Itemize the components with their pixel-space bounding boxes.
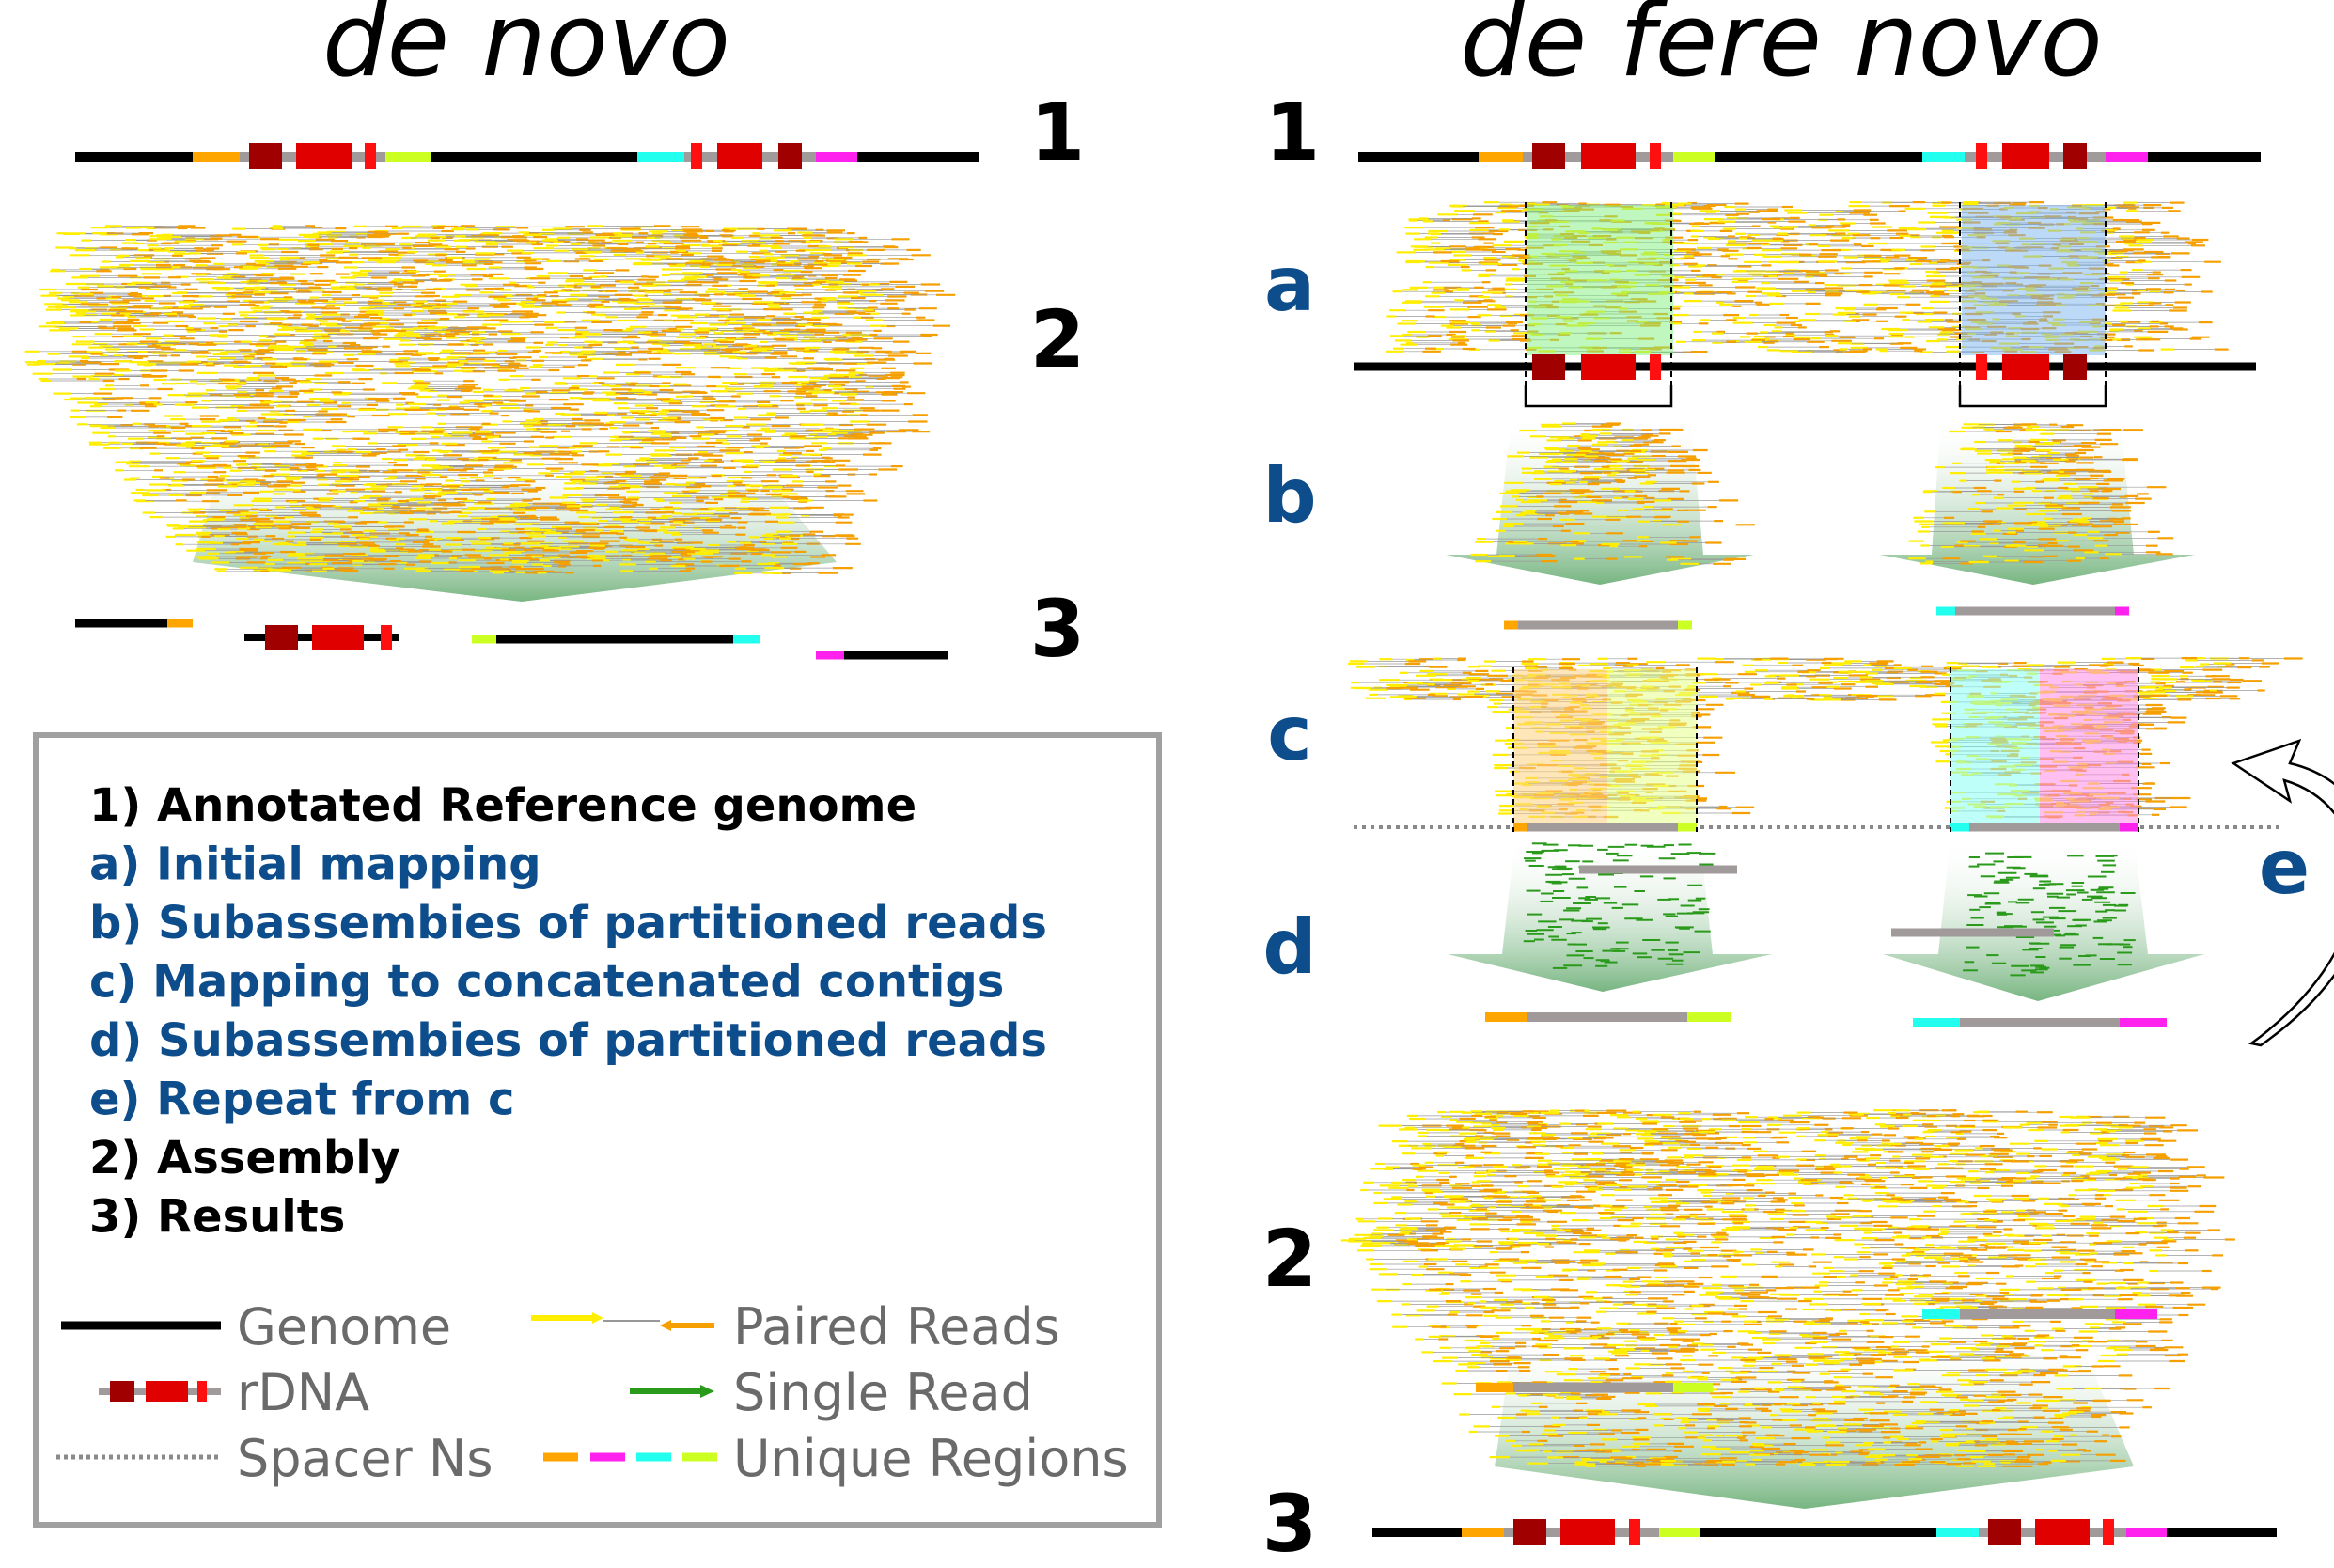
legend-item: b) Subassembies of partitioned reads: [89, 897, 1047, 949]
legend-item: a) Initial mapping: [89, 839, 541, 891]
region-orange: [1513, 669, 1607, 829]
legend-item: d) Subassembies of partitioned reads: [89, 1014, 1047, 1067]
legend-item: e) Repeat from c: [89, 1074, 514, 1126]
legend-step-list: 1) Annotated Reference genome a) Initial …: [89, 779, 1047, 1244]
left-reference-genome: [75, 143, 979, 169]
legend-keys: Genome rDNA Spacer Ns Paired Reads Singl…: [56, 1297, 1129, 1488]
left-result-contigs: [75, 619, 948, 660]
legend-box: [33, 732, 1162, 1528]
subassembly-contigs-b: [1504, 606, 2129, 630]
left-step-3: 3: [1030, 583, 1085, 675]
single-read-key-swatch: [630, 1385, 714, 1398]
legend-item: 1) Annotated Reference genome: [89, 779, 916, 832]
right-step-a: a: [1264, 241, 1315, 328]
assembly-contigs: [1476, 1309, 2157, 1392]
paired-reads-key-label: Paired Reads: [733, 1297, 1060, 1356]
left-step-1: 1: [1030, 86, 1085, 179]
unique-regions-key-label: Unique Regions: [733, 1429, 1129, 1488]
single-reads-d: [1523, 842, 2136, 977]
right-step-d: d: [1262, 903, 1316, 991]
mapping-reference: [1354, 202, 2256, 408]
right-step-2: 2: [1262, 1213, 1317, 1305]
rdna-key-label: rDNA: [237, 1363, 369, 1422]
rdna-key-swatch: [99, 1381, 221, 1402]
right-step-b: b: [1262, 452, 1316, 540]
genome-key-label: Genome: [237, 1297, 451, 1356]
title-de-fere-novo: de fere novo: [1460, 0, 2103, 100]
legend-item: 2) Assembly: [89, 1132, 400, 1184]
right-reference-genome: [1358, 143, 2261, 169]
repeat-arrow-icon: [2231, 738, 2334, 1047]
left-step-2: 2: [1030, 293, 1085, 385]
concatenated-mapping-reads: [1348, 656, 2303, 819]
region-lime: [1607, 669, 1697, 829]
left-paired-reads: [24, 225, 956, 574]
title-de-novo: de novo: [322, 0, 730, 100]
region-magenta: [2040, 669, 2138, 829]
mapped-region-highlight-2: [1962, 205, 2106, 355]
final-assembly-reads: [1340, 1109, 2235, 1468]
legend-item: 3) Results: [89, 1191, 345, 1244]
right-step-3: 3: [1262, 1478, 1317, 1568]
subassembly-contigs-d: [1485, 1012, 2167, 1027]
partitioned-reads-b: [1470, 422, 2174, 565]
right-step-c: c: [1267, 690, 1311, 777]
single-read-key-label: Single Read: [733, 1363, 1033, 1422]
paired-reads-key-swatch: [531, 1312, 714, 1331]
subassembly-funnel-d1: [1448, 837, 1772, 992]
legend-item: c) Mapping to concatenated contigs: [89, 956, 1004, 1009]
spacer-key-label: Spacer Ns: [237, 1429, 493, 1488]
concatenated-contigs: [1354, 667, 2279, 832]
right-step-1: 1: [1265, 86, 1320, 179]
region-cyan: [1950, 669, 2040, 829]
mapped-region-highlight-1: [1527, 205, 1673, 355]
assembled-genome-result: [1372, 1519, 2277, 1545]
right-step-e: e: [2259, 823, 2310, 911]
